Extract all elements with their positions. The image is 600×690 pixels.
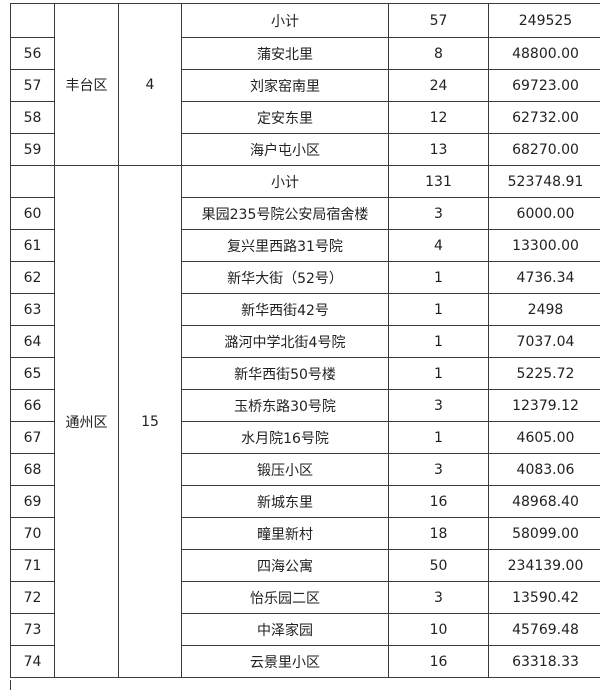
row-number: 67 [11, 422, 55, 454]
subtotal-amount: 249525 [489, 4, 600, 38]
households: 1 [389, 326, 489, 358]
amount: 2498 [489, 294, 600, 326]
households: 1 [389, 422, 489, 454]
district-cell: 通州区 [55, 166, 119, 678]
amount: 4736.34 [489, 262, 600, 294]
row-number: 68 [11, 454, 55, 486]
row-number: 72 [11, 582, 55, 614]
community-name: 新城东里 [182, 486, 389, 518]
households: 50 [389, 550, 489, 582]
households: 18 [389, 518, 489, 550]
community-name: 玉桥东路30号院 [182, 390, 389, 422]
households: 13 [389, 134, 489, 166]
row-number: 58 [11, 102, 55, 134]
community-count-cell: 4 [119, 4, 182, 166]
community-name: 复兴里西路31号院 [182, 230, 389, 262]
row-number: 74 [11, 646, 55, 678]
community-name: 定安东里 [182, 102, 389, 134]
households: 3 [389, 198, 489, 230]
amount: 45769.48 [489, 614, 600, 646]
amount: 48800.00 [489, 38, 600, 70]
community-name: 果园235号院公安局宿舍楼 [182, 198, 389, 230]
community-name: 怡乐园二区 [182, 582, 389, 614]
community-name: 四海公寓 [182, 550, 389, 582]
community-count-cell: 15 [119, 166, 182, 678]
amount: 7037.04 [489, 326, 600, 358]
row-number: 56 [11, 38, 55, 70]
amount: 4083.06 [489, 454, 600, 486]
community-name: 新华大街（52号） [182, 262, 389, 294]
households: 3 [389, 582, 489, 614]
amount: 62732.00 [489, 102, 600, 134]
district-cell: 丰台区 [55, 4, 119, 166]
row-number: 69 [11, 486, 55, 518]
amount: 13590.42 [489, 582, 600, 614]
row-number: 63 [11, 294, 55, 326]
subtotal-label: 小计 [182, 166, 389, 198]
community-name: 疃里新村 [182, 518, 389, 550]
community-name: 水月院16号院 [182, 422, 389, 454]
row-number: 64 [11, 326, 55, 358]
households: 3 [389, 454, 489, 486]
amount: 48968.40 [489, 486, 600, 518]
households: 10 [389, 614, 489, 646]
index-cell [11, 166, 55, 198]
community-name: 锻压小区 [182, 454, 389, 486]
row-number: 59 [11, 134, 55, 166]
households: 1 [389, 294, 489, 326]
subtotal-households: 57 [389, 4, 489, 38]
community-name: 蒲安北里 [182, 38, 389, 70]
amount: 63318.33 [489, 646, 600, 678]
households: 1 [389, 358, 489, 390]
community-name: 中泽家园 [182, 614, 389, 646]
amount: 234139.00 [489, 550, 600, 582]
community-name: 刘家窑南里 [182, 70, 389, 102]
table-continuation [10, 680, 600, 690]
row-number: 57 [11, 70, 55, 102]
households: 3 [389, 390, 489, 422]
row-number: 61 [11, 230, 55, 262]
households: 1 [389, 262, 489, 294]
subtotal-households: 131 [389, 166, 489, 198]
amount: 4605.00 [489, 422, 600, 454]
community-name: 新华西街50号楼 [182, 358, 389, 390]
amount: 58099.00 [489, 518, 600, 550]
amount: 13300.00 [489, 230, 600, 262]
amount: 68270.00 [489, 134, 600, 166]
amount: 12379.12 [489, 390, 600, 422]
row-number: 65 [11, 358, 55, 390]
amount: 69723.00 [489, 70, 600, 102]
community-name: 潞河中学北街4号院 [182, 326, 389, 358]
households: 12 [389, 102, 489, 134]
subtotal-label: 小计 [182, 4, 389, 38]
row-number: 66 [11, 390, 55, 422]
index-cell [11, 4, 55, 38]
households: 4 [389, 230, 489, 262]
amount: 6000.00 [489, 198, 600, 230]
row-number: 73 [11, 614, 55, 646]
community-name: 新华西街42号 [182, 294, 389, 326]
row-number: 70 [11, 518, 55, 550]
subtotal-amount: 523748.91 [489, 166, 600, 198]
community-name: 海户屯小区 [182, 134, 389, 166]
amount: 5225.72 [489, 358, 600, 390]
households: 16 [389, 646, 489, 678]
households: 16 [389, 486, 489, 518]
row-number: 62 [11, 262, 55, 294]
households: 8 [389, 38, 489, 70]
row-number: 71 [11, 550, 55, 582]
row-number: 60 [11, 198, 55, 230]
community-name: 云景里小区 [182, 646, 389, 678]
households: 24 [389, 70, 489, 102]
